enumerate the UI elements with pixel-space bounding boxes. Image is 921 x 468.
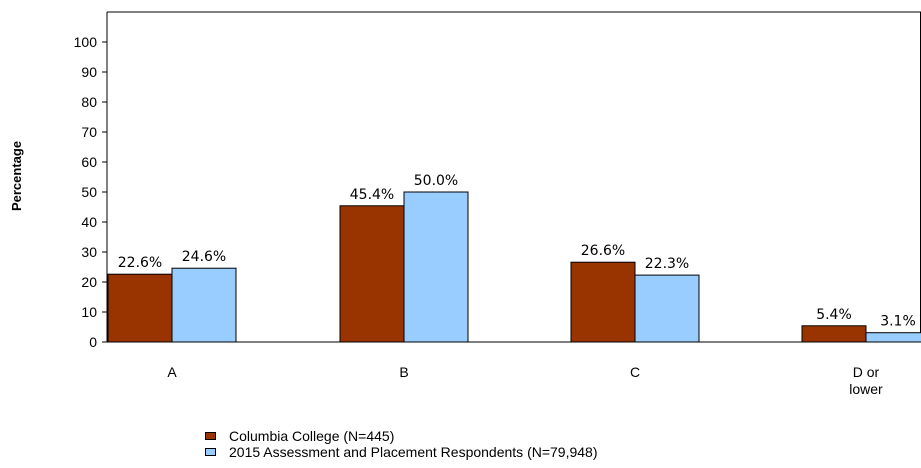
y-tick-label: 50 xyxy=(81,184,97,200)
bar xyxy=(570,261,636,343)
data-label: 3.1% xyxy=(880,314,916,330)
x-category-label: B xyxy=(399,364,408,380)
y-tick-label: 70 xyxy=(81,124,97,140)
legend-label-columbia-college: Columbia College (N=445) xyxy=(229,428,395,444)
data-label: 22.3% xyxy=(645,256,689,272)
legend: Columbia College (N=445) 2015 Assessment… xyxy=(205,428,598,460)
data-label: 45.4% xyxy=(350,187,394,203)
y-tick-label: 60 xyxy=(81,154,97,170)
bar xyxy=(865,332,921,343)
data-label: 5.4% xyxy=(816,307,852,323)
y-tick-label: 0 xyxy=(89,334,97,350)
x-category-label: C xyxy=(630,364,640,380)
data-label: 24.6% xyxy=(182,249,226,265)
y-tick-label: 80 xyxy=(81,94,97,110)
y-tick-label: 30 xyxy=(81,244,97,260)
data-label: 50.0% xyxy=(414,173,458,189)
data-label: 26.6% xyxy=(581,243,625,259)
y-tick-label: 100 xyxy=(74,34,98,50)
x-category-label: A xyxy=(167,364,177,380)
legend-item-columbia-college: Columbia College (N=445) xyxy=(205,428,598,444)
data-label: 22.6% xyxy=(118,255,162,271)
bar xyxy=(801,325,867,343)
y-axis-title: Percentage xyxy=(9,141,24,211)
y-tick-label: 40 xyxy=(81,214,97,230)
bar xyxy=(634,274,700,343)
legend-item-2015-assessment: 2015 Assessment and Placement Respondent… xyxy=(205,444,598,460)
bar xyxy=(171,267,237,343)
y-tick-label: 90 xyxy=(81,64,97,80)
y-tick-label: 20 xyxy=(81,274,97,290)
legend-label-2015-assessment: 2015 Assessment and Placement Respondent… xyxy=(229,444,598,460)
legend-swatch-2015-assessment xyxy=(205,448,216,456)
legend-swatch-columbia-college xyxy=(205,432,216,440)
bar xyxy=(107,273,173,343)
x-category-label: D or lower xyxy=(849,364,883,397)
y-tick-label: 10 xyxy=(81,304,97,320)
bar xyxy=(403,191,469,343)
bar xyxy=(339,205,405,343)
plot-area: 0 10 20 30 40 50 60 70 80 90 100 22.6% 24.6% A 45.4% 50… xyxy=(74,11,921,397)
